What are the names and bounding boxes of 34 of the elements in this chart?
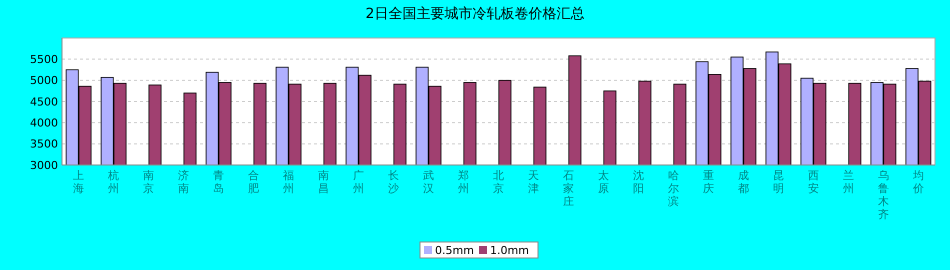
x-tick-label: 广州 <box>353 169 364 195</box>
x-tick-label: 天津 <box>528 169 539 195</box>
chart-title: 2日全国主要城市冷轧板卷价格汇总 <box>366 6 584 22</box>
x-tick-label: 福州 <box>283 169 294 195</box>
y-tick-label: 5500 <box>30 53 58 66</box>
x-tick-label: 乌鲁木齐 <box>878 169 889 221</box>
x-tick-label: 北京 <box>493 169 504 195</box>
x-tick-label: 南京 <box>143 169 154 195</box>
x-tick-label: 济南 <box>178 169 190 195</box>
x-tick-label: 上海 <box>73 169 84 195</box>
x-tick-label: 郑州 <box>458 169 470 195</box>
x-tick-label: 青岛 <box>213 169 224 195</box>
y-tick-label: 4500 <box>30 95 58 108</box>
x-tick-label: 成都 <box>738 169 749 195</box>
x-tick-label: 长沙 <box>388 169 400 195</box>
x-tick-label: 南昌 <box>318 169 330 195</box>
x-tick-label: 武汉 <box>423 169 434 195</box>
x-tick-label: 重庆 <box>702 169 714 195</box>
y-tick-label: 3500 <box>30 138 58 151</box>
x-tick-label: 昆明 <box>772 169 784 195</box>
x-tick-label: 西安 <box>808 169 819 195</box>
legend-label: 1.0mm <box>490 244 529 257</box>
x-tick-label: 哈尔滨 <box>668 169 679 208</box>
y-tick-label: 4000 <box>30 116 58 130</box>
x-tick-label: 合肥 <box>248 169 260 195</box>
x-tick-label: 杭州 <box>107 169 120 195</box>
x-tick-label: 石家庄 <box>562 169 574 208</box>
x-tick-label: 沈阳 <box>632 169 644 195</box>
y-tick-label: 5000 <box>30 74 58 88</box>
x-tick-label: 均价 <box>912 169 924 195</box>
legend-label: 0.5mm <box>435 244 474 257</box>
y-tick-label: 3000 <box>30 158 58 172</box>
x-tick-label: 兰州 <box>842 169 854 195</box>
x-tick-label: 太原 <box>598 169 609 195</box>
